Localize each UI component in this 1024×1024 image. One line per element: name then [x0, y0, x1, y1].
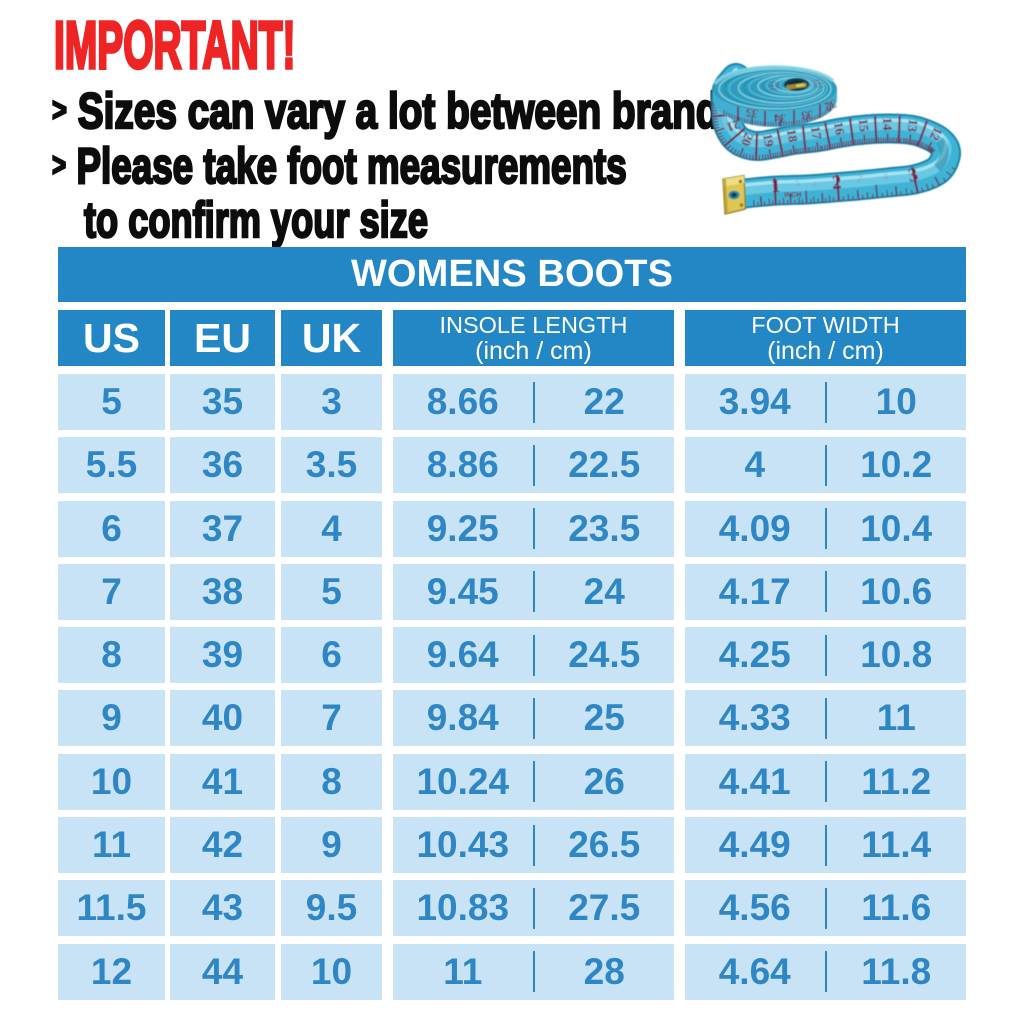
svg-text:6: 6	[883, 170, 890, 182]
svg-text:16: 16	[831, 121, 848, 137]
svg-text:2: 2	[831, 172, 842, 194]
svg-text:15: 15	[856, 118, 872, 133]
svg-text:19: 19	[760, 132, 777, 148]
svg-text:17: 17	[808, 125, 825, 140]
svg-text:20: 20	[738, 131, 757, 149]
svg-text:18: 18	[784, 128, 801, 144]
svg-text:13: 13	[904, 118, 921, 133]
svg-text:2: 2	[856, 172, 864, 187]
svg-text:1: 1	[770, 176, 781, 197]
svg-text:e: e	[812, 179, 817, 190]
svg-text:INCH: INCH	[784, 192, 801, 199]
svg-text:8: 8	[860, 131, 871, 137]
svg-text:3: 3	[906, 164, 920, 187]
svg-text:33: 33	[800, 107, 814, 123]
svg-text:12: 12	[927, 125, 946, 143]
svg-text:5: 5	[794, 175, 801, 187]
svg-text:14: 14	[880, 117, 895, 131]
svg-text:34: 34	[774, 111, 787, 126]
